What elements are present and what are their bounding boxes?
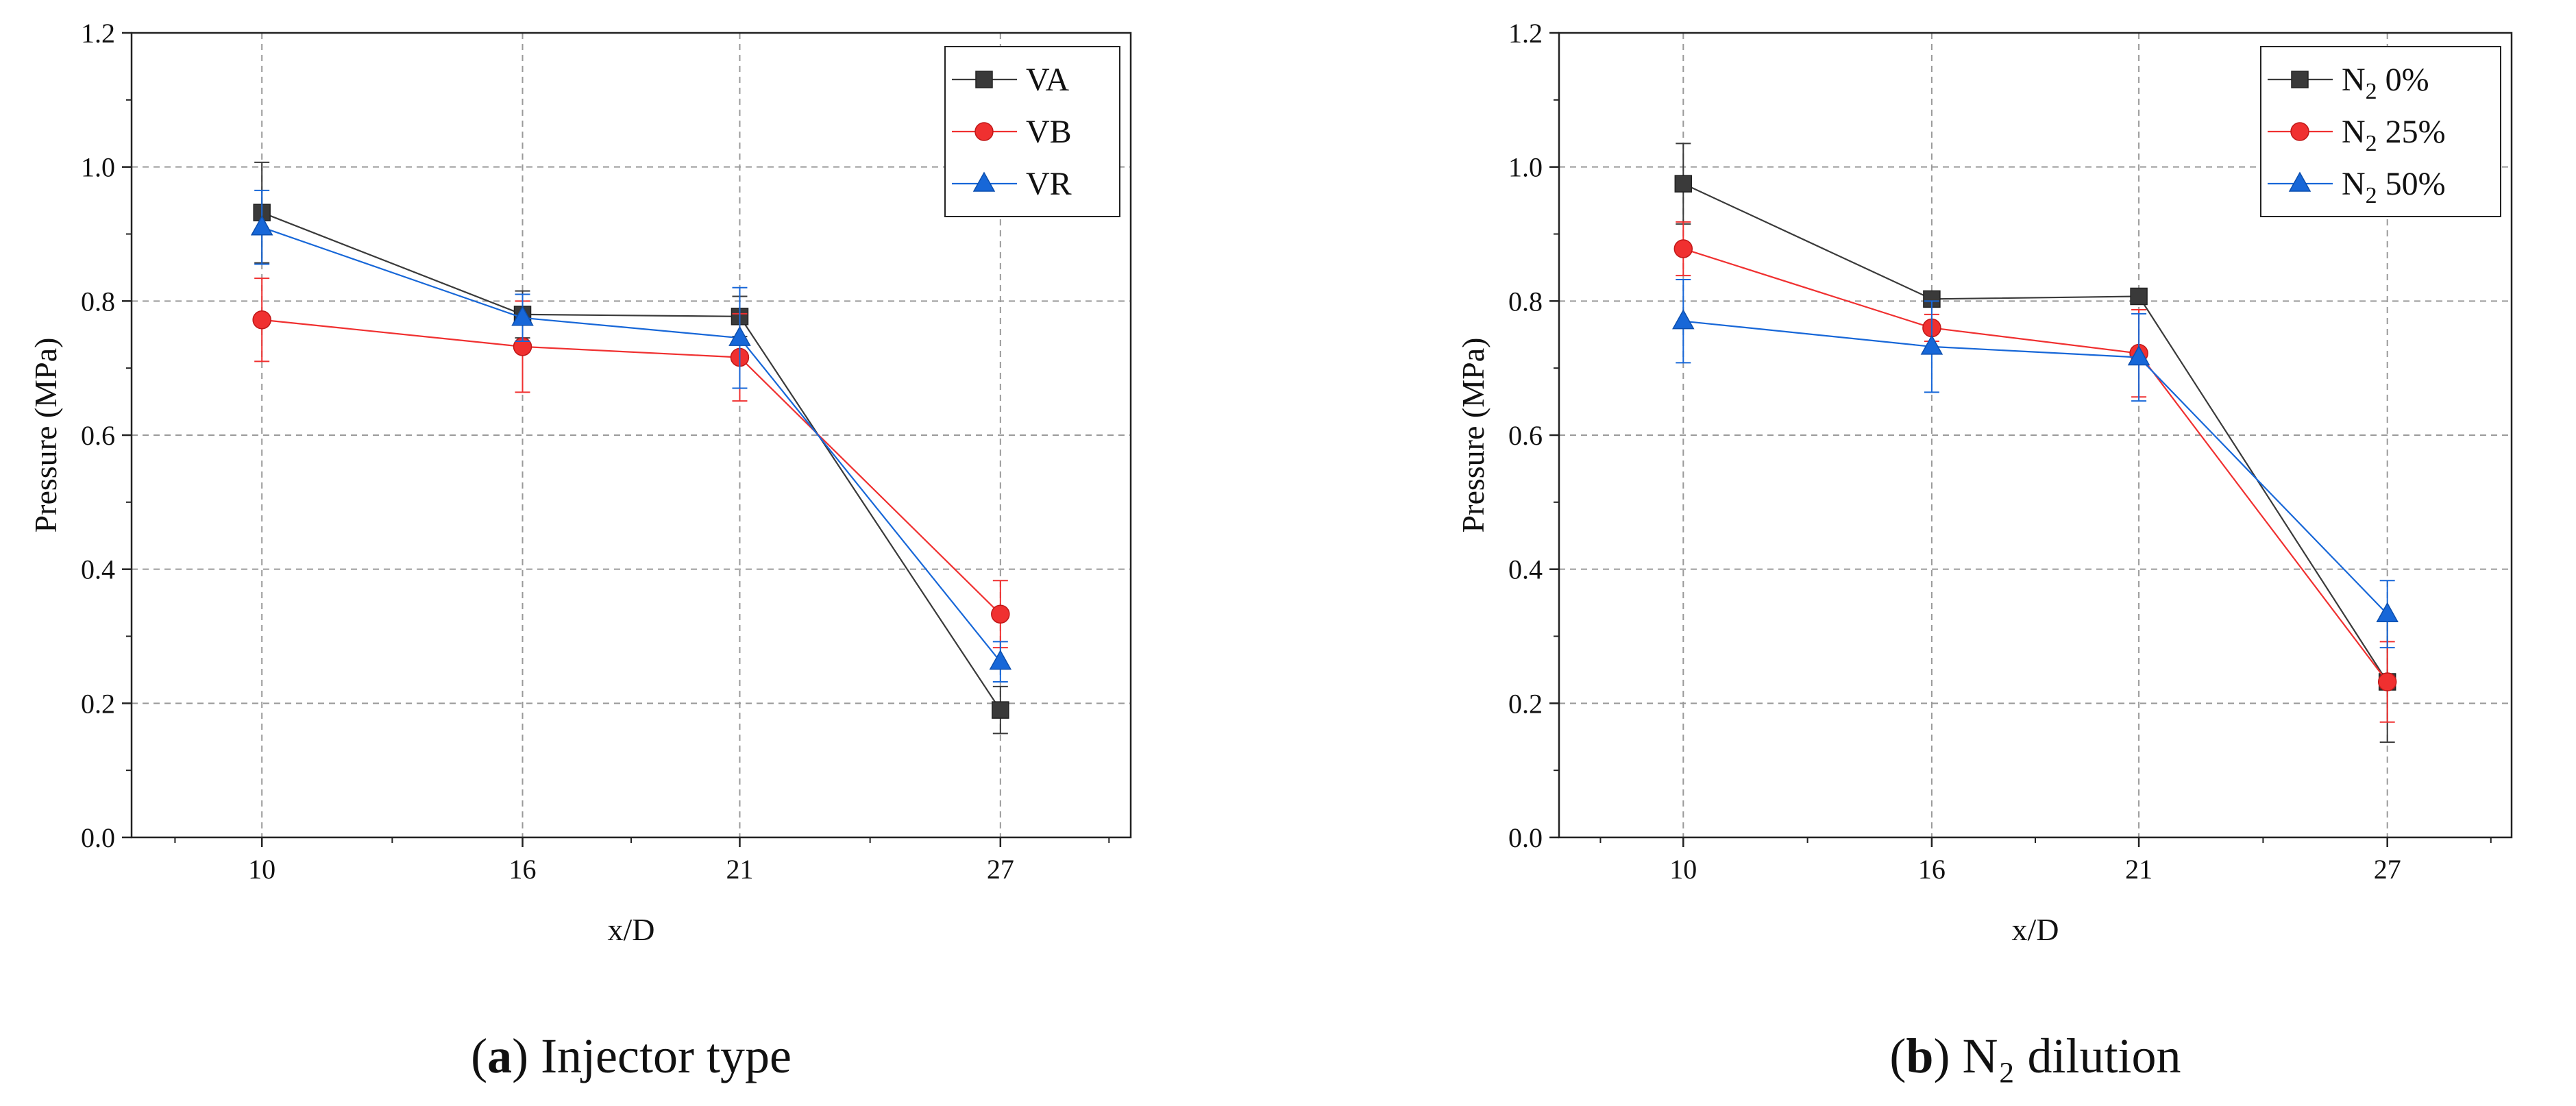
legend-label: N2 50% <box>2342 166 2446 208</box>
panel-b: 0.0 0.2 0.4 0.6 0.8 1.0 1.2 10 16 21 27 x/D Pressure… <box>1456 18 2513 1083</box>
data-point <box>728 325 751 346</box>
legend-marker <box>974 122 994 141</box>
data-point <box>250 215 273 236</box>
series-line <box>1683 320 2388 615</box>
y-tick-label: 1.2 <box>1508 18 1543 49</box>
caption-text: Injector type <box>541 1029 792 1083</box>
x-axis-title: x/D <box>2012 912 2059 947</box>
caption-paren-open: ( <box>1889 1029 1906 1083</box>
series-line <box>261 212 1001 711</box>
y-tick-label: 0.4 <box>1508 554 1543 585</box>
series-line <box>262 319 1001 615</box>
data-point <box>511 306 534 326</box>
y-tick-label: 1.2 <box>81 18 115 49</box>
series-1 <box>1673 221 2397 723</box>
legend-marker <box>2291 71 2309 88</box>
series-2 <box>250 189 1012 683</box>
caption-paren-close: ) <box>512 1029 541 1083</box>
data-point <box>991 604 1010 624</box>
caption-panel-label: a <box>487 1029 512 1083</box>
y-tick-label: 0.2 <box>81 688 115 719</box>
legend-label: N2 0% <box>2342 62 2429 104</box>
legend-marker <box>2288 171 2311 192</box>
y-tick-label: 0.4 <box>81 554 115 585</box>
x-tick-label: 21 <box>726 854 753 885</box>
legend-label-main: N <box>2342 62 2366 98</box>
y-tick-label: 0.0 <box>81 822 115 853</box>
caption-panel-label: b <box>1906 1029 1933 1083</box>
legend-label: VB <box>1026 114 1072 150</box>
y-tick-label: 0.0 <box>1508 822 1543 853</box>
y-axis-title: Pressure (MPa) <box>28 338 63 533</box>
data-point <box>992 701 1009 719</box>
series-1 <box>252 278 1010 649</box>
legend-label-sub: 2 <box>2366 79 2377 104</box>
y-tick-label: 1.0 <box>81 152 115 183</box>
legend-label-sub: 2 <box>2366 131 2377 156</box>
y-tick-label: 0.2 <box>1508 688 1543 719</box>
data-point <box>2130 287 2148 306</box>
x-tick-label: 10 <box>248 854 275 885</box>
x-tick-label: 16 <box>1918 854 1946 885</box>
legend-label-rest: 0% <box>2377 62 2429 98</box>
caption-paren-close: ) <box>1933 1029 1962 1083</box>
y-tick-label: 1.0 <box>1508 152 1543 183</box>
data-point <box>989 650 1012 670</box>
caption-paren-open: ( <box>471 1029 487 1083</box>
panel-a: 0.0 0.2 0.4 0.6 0.8 1.0 1.2 10 16 21 27 x/D Pressure… <box>28 18 1132 1083</box>
panel-caption: (b) N₂ dilution <box>1889 1029 2181 1083</box>
y-tick-label: 0.6 <box>1508 420 1543 451</box>
series-line <box>261 226 1001 663</box>
legend-marker <box>972 171 996 192</box>
legend-label: N2 25% <box>2342 114 2446 156</box>
legend-label: VA <box>1026 62 1069 98</box>
data-point <box>1674 175 1693 193</box>
x-tick-label: 27 <box>987 854 1014 885</box>
y-tick-label: 0.8 <box>81 286 115 317</box>
x-tick-label: 10 <box>1669 854 1697 885</box>
data-point <box>1672 309 1695 330</box>
y-axis-title: Pressure (MPa) <box>1456 338 1491 533</box>
series-line <box>1682 247 2388 683</box>
y-tick-label: 0.8 <box>1508 286 1543 317</box>
panel-caption: (a) Injector type <box>471 1029 792 1083</box>
legend-label-main: N <box>2342 166 2366 202</box>
caption-text: N₂ dilution <box>1962 1029 2181 1083</box>
series-line <box>1682 183 2388 683</box>
data-point <box>2376 602 2399 622</box>
legend: VA VB VR <box>944 46 1120 217</box>
legend-label: VR <box>1026 166 1072 202</box>
legend: N2 0%N2 25%N2 50% <box>2260 46 2501 217</box>
legend-marker <box>975 71 993 88</box>
x-tick-label: 27 <box>2374 854 2401 885</box>
series-2 <box>1672 279 2399 649</box>
data-point <box>252 310 271 330</box>
x-axis-title: x/D <box>608 912 655 947</box>
legend-marker <box>2290 122 2309 141</box>
data-point <box>1673 239 1693 258</box>
legend-label-sub: 2 <box>2366 183 2377 208</box>
data-point <box>2127 345 2150 366</box>
legend-label-main: N <box>2342 114 2366 150</box>
data-point <box>2377 672 2397 691</box>
legend-label-rest: 25% <box>2377 114 2446 150</box>
data-point <box>1920 334 1943 355</box>
x-tick-label: 21 <box>2125 854 2152 885</box>
y-tick-label: 0.6 <box>81 420 115 451</box>
legend-label-rest: 50% <box>2377 166 2446 202</box>
x-tick-label: 16 <box>509 854 537 885</box>
